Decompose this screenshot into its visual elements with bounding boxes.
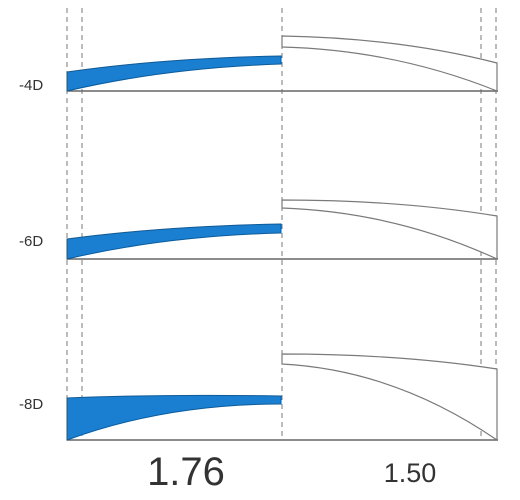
lens-1-76-profile [66,394,282,441]
index-label-1-50: 1.50 [384,458,437,488]
row-label: -6D [19,233,43,250]
row-minus-8d: -8D [19,353,498,442]
lens-1-50-profile [281,353,498,442]
row-label: -8D [19,396,43,413]
lens-1-50-profile [281,35,498,92]
lens-1-50-profile [281,199,498,260]
row-label: -4D [19,77,43,94]
row-minus-6d: -6D [19,199,498,260]
lens-1-76-profile [66,55,282,92]
lens-1-76-profile [66,223,282,260]
index-label-1-76: 1.76 [147,450,225,494]
row-minus-4d: -4D [19,35,498,94]
